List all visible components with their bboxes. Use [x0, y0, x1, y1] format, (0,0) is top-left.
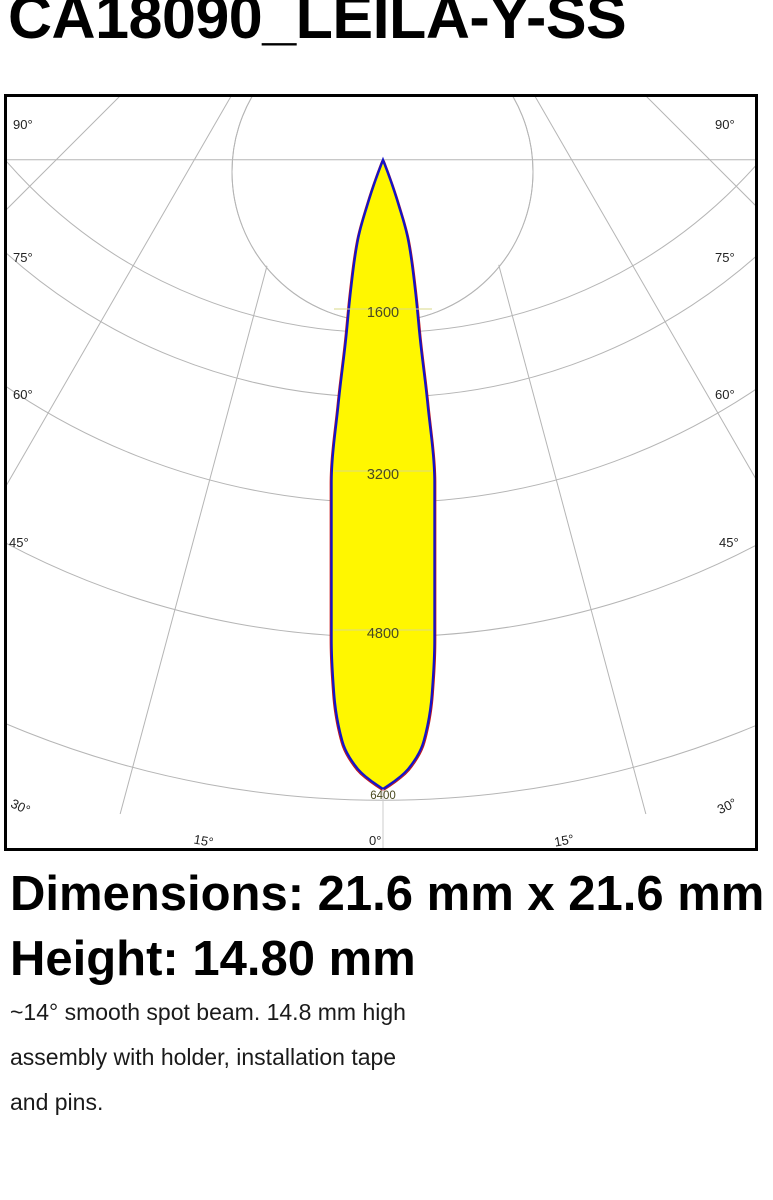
- svg-text:30°: 30°: [8, 796, 32, 818]
- svg-text:75°: 75°: [715, 250, 735, 265]
- svg-text:1600: 1600: [367, 305, 399, 321]
- svg-text:45°: 45°: [9, 535, 29, 550]
- svg-text:45°: 45°: [719, 535, 739, 550]
- svg-text:90°: 90°: [715, 117, 735, 132]
- svg-text:75°: 75°: [13, 250, 33, 265]
- svg-text:60°: 60°: [13, 387, 33, 402]
- svg-text:4800: 4800: [367, 626, 399, 642]
- svg-text:15°: 15°: [553, 831, 575, 849]
- svg-text:15°: 15°: [193, 832, 215, 850]
- svg-text:30°: 30°: [715, 795, 739, 817]
- svg-text:3200: 3200: [367, 467, 399, 483]
- svg-text:90°: 90°: [13, 117, 33, 132]
- svg-text:60°: 60°: [715, 387, 735, 402]
- svg-text:0°: 0°: [369, 833, 381, 848]
